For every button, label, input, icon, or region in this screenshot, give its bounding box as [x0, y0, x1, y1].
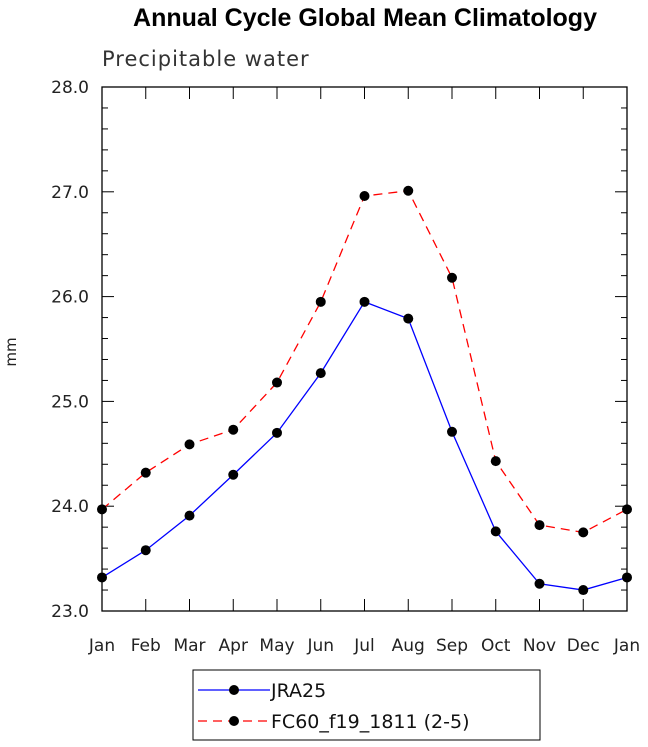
y-tick-label: 28.0 — [51, 78, 89, 98]
series-0-point — [272, 427, 282, 438]
series-0-point — [315, 368, 326, 379]
chart-title: Annual Cycle Global Mean Climatology — [133, 4, 597, 32]
series-0-point — [228, 469, 239, 480]
chart-subtitle: Precipitable water — [102, 47, 310, 71]
series-0-point — [184, 510, 195, 521]
series-layer — [97, 185, 632, 596]
legend: JRA25 FC60_f19_1811 (2-5) — [192, 669, 541, 741]
x-tick-label: Dec — [567, 636, 600, 656]
y-tick-label: 26.0 — [51, 288, 89, 308]
legend-box — [192, 669, 541, 741]
series-1-point — [272, 377, 282, 388]
legend-marker-fc60 — [229, 716, 239, 726]
y-tick-label: 23.0 — [51, 602, 89, 622]
series-line-0 — [101, 301, 628, 591]
x-tick-label: Oct — [481, 636, 511, 656]
series-0-point — [534, 578, 545, 589]
legend-marker-jra25 — [229, 685, 239, 695]
x-tick-label: Jan — [88, 636, 115, 656]
series-1-point — [315, 296, 326, 307]
x-tick-label: Jan — [613, 636, 640, 656]
series-1-point — [403, 185, 414, 196]
series-1-point — [140, 467, 151, 478]
legend-label-jra25: JRA25 — [270, 680, 326, 702]
legend-label-fc60: FC60_f19_1811 (2-5) — [271, 711, 470, 733]
series-1-point — [578, 527, 589, 538]
series-1-point — [359, 190, 370, 201]
x-tick-label: Jun — [306, 636, 334, 656]
x-tick-label: Jul — [353, 636, 375, 656]
series-0-point — [578, 585, 589, 596]
x-tick-label: Aug — [392, 636, 425, 656]
series-1-point — [490, 456, 501, 467]
x-tick-label: Sep — [436, 636, 468, 656]
series-0-point — [403, 313, 414, 324]
axis-ticks — [101, 86, 628, 612]
plot-frame — [101, 86, 628, 612]
series-1-point — [534, 520, 545, 531]
x-tick-label: Nov — [523, 636, 556, 656]
series-1-point — [184, 439, 195, 450]
series-1-point — [447, 272, 457, 283]
y-tick-label: 27.0 — [51, 183, 89, 203]
x-tick-label: May — [259, 636, 294, 656]
y-tick-label: 25.0 — [51, 392, 89, 412]
series-0-point — [359, 296, 370, 307]
series-0-point — [447, 426, 457, 437]
series-line-1 — [101, 190, 628, 534]
series-1-point — [228, 424, 239, 435]
y-axis-label: mm — [2, 337, 20, 366]
x-tick-label: Apr — [219, 636, 248, 656]
y-tick-label: 24.0 — [51, 497, 89, 517]
series-0-point — [490, 526, 501, 537]
x-tick-label: Feb — [131, 636, 161, 656]
x-tick-label: Mar — [173, 636, 205, 656]
series-0-point — [140, 545, 151, 556]
axis-tick-labels: Jan Feb Mar Apr May Jun Jul Aug Sep Oct Nov Dec Jan 2… — [51, 78, 640, 656]
